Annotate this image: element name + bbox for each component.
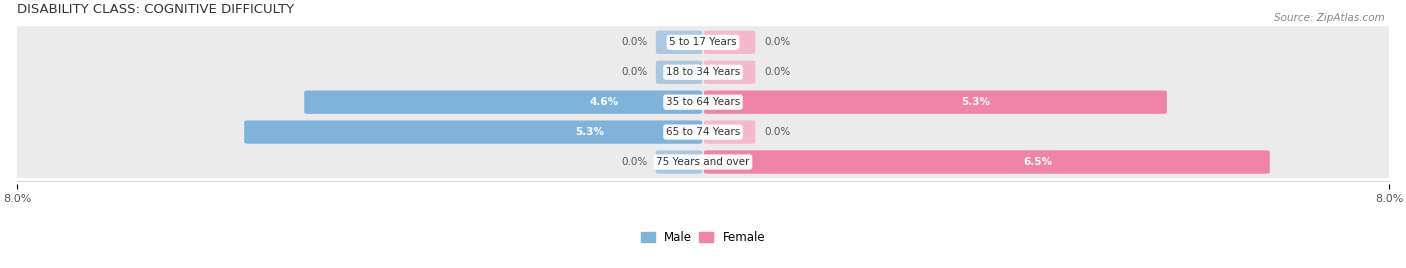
Text: 35 to 64 Years: 35 to 64 Years (666, 97, 740, 107)
Text: 5.3%: 5.3% (962, 97, 990, 107)
Text: 5.3%: 5.3% (575, 127, 603, 137)
Text: 6.5%: 6.5% (1024, 157, 1052, 167)
Text: 18 to 34 Years: 18 to 34 Years (666, 67, 740, 77)
FancyBboxPatch shape (304, 91, 702, 114)
Text: Source: ZipAtlas.com: Source: ZipAtlas.com (1274, 13, 1385, 23)
Text: 0.0%: 0.0% (621, 37, 647, 47)
FancyBboxPatch shape (655, 150, 702, 174)
FancyBboxPatch shape (655, 31, 702, 54)
Text: DISABILITY CLASS: COGNITIVE DIFFICULTY: DISABILITY CLASS: COGNITIVE DIFFICULTY (17, 3, 294, 16)
Text: 4.6%: 4.6% (591, 97, 619, 107)
FancyBboxPatch shape (704, 31, 755, 54)
FancyBboxPatch shape (704, 91, 1167, 114)
FancyBboxPatch shape (704, 61, 755, 84)
FancyBboxPatch shape (11, 86, 1395, 118)
Text: 65 to 74 Years: 65 to 74 Years (666, 127, 740, 137)
Text: 0.0%: 0.0% (763, 127, 790, 137)
FancyBboxPatch shape (704, 120, 755, 144)
FancyBboxPatch shape (11, 146, 1395, 178)
FancyBboxPatch shape (11, 56, 1395, 88)
Legend: Male, Female: Male, Female (636, 226, 770, 249)
Text: 0.0%: 0.0% (763, 37, 790, 47)
FancyBboxPatch shape (245, 120, 702, 144)
Text: 5 to 17 Years: 5 to 17 Years (669, 37, 737, 47)
FancyBboxPatch shape (704, 150, 1270, 174)
FancyBboxPatch shape (655, 61, 702, 84)
Text: 75 Years and over: 75 Years and over (657, 157, 749, 167)
FancyBboxPatch shape (11, 116, 1395, 148)
FancyBboxPatch shape (11, 26, 1395, 58)
Text: 0.0%: 0.0% (763, 67, 790, 77)
Text: 0.0%: 0.0% (621, 67, 647, 77)
Text: 0.0%: 0.0% (621, 157, 647, 167)
